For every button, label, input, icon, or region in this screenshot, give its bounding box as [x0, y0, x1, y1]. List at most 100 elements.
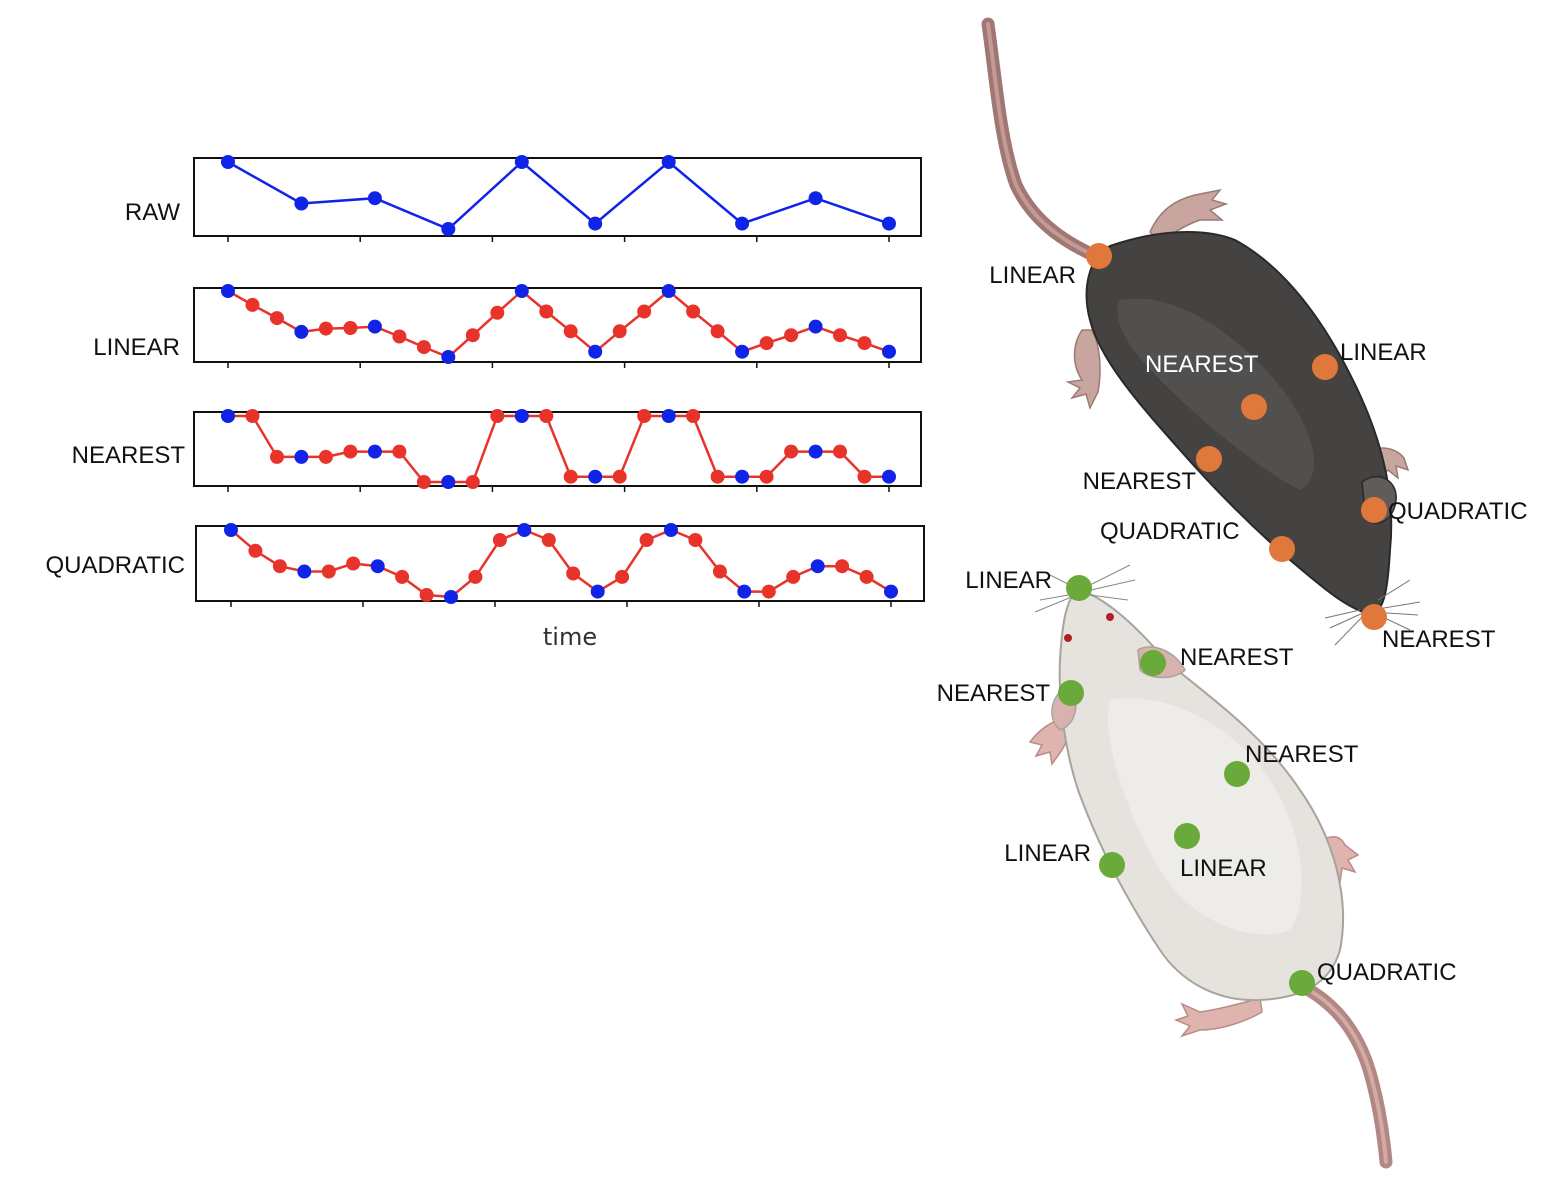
interp-point-nearest-10: [465, 475, 480, 489]
light-kp-label-nose: LINEAR: [965, 567, 1052, 594]
raw-point-linear-24: [808, 319, 823, 334]
raw-point-raw-6: [661, 155, 676, 169]
chart-panels: RAW LINEAR NEAREST QUADRATIC time: [45, 155, 925, 651]
dark-mouse-keypoints: LINEAR LINEAR NEAREST NEAREST QUADRATIC …: [989, 243, 1528, 653]
series-marks-raw: [221, 155, 896, 242]
dark-kp-center: [1241, 394, 1267, 420]
raw-point-nearest-18: [661, 409, 676, 423]
dark-mouse: [981, 17, 1421, 646]
interp-point-linear-14: [563, 324, 578, 339]
interp-point-linear-2: [270, 311, 284, 326]
dark-kp-label-left-side: NEAREST: [1083, 468, 1197, 495]
row-label-nearest: NEAREST: [72, 442, 186, 469]
series-marks-linear: [221, 284, 896, 368]
dark-kp-label-right-side: LINEAR: [1340, 339, 1427, 366]
interp-point-quadratic-17: [639, 533, 654, 547]
interp-point-linear-26: [857, 336, 872, 351]
interp-point-nearest-8: [416, 475, 431, 489]
light-mouse-tail: [1293, 978, 1393, 1169]
interp-point-quadratic-5: [346, 556, 361, 571]
dark-kp-label-right-ear: QUADRATIC: [1388, 498, 1528, 525]
raw-point-linear-3: [294, 324, 309, 339]
interp-point-nearest-7: [392, 444, 407, 459]
interp-point-linear-22: [759, 336, 774, 351]
raw-point-quadratic-18: [664, 523, 678, 537]
interp-point-linear-7: [392, 329, 407, 344]
interp-point-quadratic-10: [468, 569, 483, 584]
series-marks-nearest: [221, 409, 896, 492]
interp-point-nearest-19: [686, 409, 701, 423]
interp-point-quadratic-2: [272, 559, 287, 574]
raw-point-linear-6: [367, 319, 382, 334]
interp-point-quadratic-22: [761, 584, 776, 599]
dark-kp-left-side: [1196, 446, 1222, 472]
dark-kp-label-center: NEAREST: [1145, 351, 1259, 378]
interp-point-quadratic-7: [395, 569, 410, 584]
interp-point-quadratic-23: [786, 569, 801, 584]
raw-point-nearest-6: [367, 444, 382, 459]
light-kp-tail-base: [1289, 970, 1315, 996]
interp-point-quadratic-25: [835, 559, 850, 574]
chart-row-nearest: NEAREST: [72, 409, 922, 492]
raw-point-nearest-24: [808, 444, 823, 459]
interp-point-quadratic-26: [859, 569, 874, 584]
raw-point-nearest-27: [882, 469, 896, 484]
row-label-quadratic: QUADRATIC: [45, 552, 185, 579]
raw-point-quadratic-3: [297, 564, 312, 579]
light-mouse-eye-right: [1106, 613, 1114, 621]
raw-point-quadratic-15: [590, 584, 605, 599]
light-kp-label-center: LINEAR: [1180, 855, 1267, 882]
panel-frame-nearest: [193, 411, 922, 487]
chart-row-raw: RAW: [125, 155, 922, 242]
interp-point-linear-1: [245, 297, 260, 312]
interp-point-quadratic-1: [248, 543, 263, 558]
series-line-quadratic: [230, 528, 892, 599]
interp-point-nearest-22: [759, 469, 774, 484]
raw-point-linear-18: [661, 284, 676, 298]
raw-point-quadratic-6: [370, 559, 385, 574]
series-line-linear: [227, 289, 890, 359]
chart-row-quadratic: QUADRATIC: [45, 523, 925, 607]
light-mouse-tail-highlight: [1298, 983, 1388, 1164]
light-kp-left-side: [1099, 852, 1125, 878]
interp-point-nearest-20: [710, 469, 725, 484]
raw-point-quadratic-27: [884, 584, 898, 599]
raw-point-nearest-0: [221, 409, 235, 423]
raw-point-nearest-3: [294, 449, 309, 464]
interp-point-quadratic-19: [688, 533, 703, 547]
interp-point-linear-20: [710, 324, 725, 339]
raw-point-linear-0: [221, 284, 235, 298]
raw-point-linear-27: [882, 344, 896, 359]
interp-point-quadratic-4: [321, 564, 336, 579]
series-line-nearest: [228, 414, 889, 484]
dark-kp-label-nose: NEAREST: [1382, 626, 1496, 653]
light-kp-left-ear: [1058, 680, 1084, 706]
interp-point-linear-4: [318, 321, 333, 336]
interp-point-nearest-2: [270, 449, 284, 464]
interp-point-linear-10: [465, 328, 480, 343]
light-mouse: [1028, 564, 1393, 1169]
light-mouse-eye-left: [1064, 634, 1072, 642]
raw-point-raw-3: [441, 222, 456, 236]
light-kp-nose: [1066, 575, 1092, 601]
interp-point-linear-13: [539, 304, 554, 319]
light-mouse-keypoints: LINEAR NEAREST NEAREST NEAREST LINEAR LI…: [937, 567, 1457, 996]
interp-point-nearest-23: [784, 444, 799, 459]
interp-point-quadratic-11: [492, 533, 507, 547]
raw-point-raw-8: [808, 191, 823, 206]
dark-kp-label-tail-base: LINEAR: [989, 262, 1076, 289]
dark-kp-left-ear: [1269, 536, 1295, 562]
raw-point-raw-5: [588, 216, 603, 231]
light-kp-label-left-side: LINEAR: [1004, 840, 1091, 867]
interp-point-linear-11: [490, 305, 505, 320]
light-kp-label-left-ear: NEAREST: [937, 680, 1051, 707]
interp-point-linear-17: [637, 304, 652, 319]
dark-kp-right-side: [1312, 354, 1338, 380]
panel-frame-quadratic: [195, 525, 925, 602]
interp-point-quadratic-16: [615, 569, 630, 584]
interp-point-linear-25: [833, 328, 847, 343]
raw-point-quadratic-9: [444, 590, 458, 604]
interp-point-nearest-13: [539, 409, 554, 423]
light-kp-center: [1174, 823, 1200, 849]
